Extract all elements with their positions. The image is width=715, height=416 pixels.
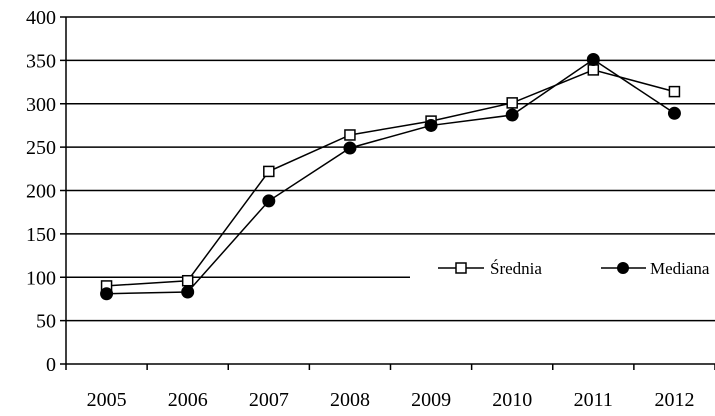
- y-axis-ticks: 0 50 100 150 200 250 300 350 400: [26, 7, 66, 376]
- x-tick-label-2012: 2012: [654, 389, 694, 411]
- y-tick-label-50: 50: [36, 311, 56, 333]
- y-tick-label-300: 300: [26, 94, 56, 116]
- legend-label-mediana: Mediana: [650, 259, 710, 278]
- y-tick-label-350: 350: [26, 50, 56, 72]
- legend: Średnia Mediana: [410, 250, 715, 292]
- x-tick-label-2005: 2005: [87, 389, 127, 411]
- legend-marker-mediana: [617, 262, 629, 274]
- point-1-2011: [586, 53, 600, 67]
- x-axis-ticks: 2005 2006 2007 2008 2009 2010 2011 2012: [65, 364, 715, 411]
- y-tick-label-400: 400: [26, 7, 56, 29]
- x-tick-label-2011: 2011: [574, 389, 613, 411]
- point-1-2009: [424, 118, 438, 132]
- point-0-2011: [587, 64, 600, 76]
- gridlines: [66, 16, 715, 322]
- legend-label-srednia: Średnia: [490, 259, 542, 278]
- y-tick-label-0: 0: [46, 354, 56, 376]
- point-0-2010: [506, 97, 518, 109]
- point-1-2007: [262, 194, 276, 208]
- legend-marker-srednia: [455, 262, 467, 274]
- series-layer: [100, 53, 681, 301]
- x-tick-label-2010: 2010: [492, 389, 532, 411]
- point-1-2008: [343, 141, 357, 155]
- point-1-2006: [181, 285, 195, 299]
- x-tick-label-2009: 2009: [411, 389, 451, 411]
- point-0-2006: [181, 274, 194, 287]
- x-tick-label-2006: 2006: [168, 389, 208, 411]
- point-1-2005: [100, 287, 114, 301]
- point-0-2008: [344, 129, 356, 141]
- y-tick-label-250: 250: [26, 137, 56, 159]
- x-tick-label-2007: 2007: [249, 389, 289, 411]
- point-1-2012: [667, 106, 681, 120]
- legend-entry-mediana: Mediana: [601, 259, 710, 278]
- point-0-2007: [263, 165, 275, 178]
- series-line-0: [106, 69, 675, 287]
- y-tick-label-150: 150: [26, 224, 56, 246]
- point-0-2012: [668, 85, 681, 98]
- legend-entry-srednia: Średnia: [438, 259, 542, 278]
- y-tick-label-100: 100: [26, 267, 56, 289]
- y-tick-label-200: 200: [26, 181, 56, 203]
- x-tick-label-2008: 2008: [330, 389, 370, 411]
- point-1-2010: [505, 108, 519, 122]
- series-line-1: [106, 58, 675, 295]
